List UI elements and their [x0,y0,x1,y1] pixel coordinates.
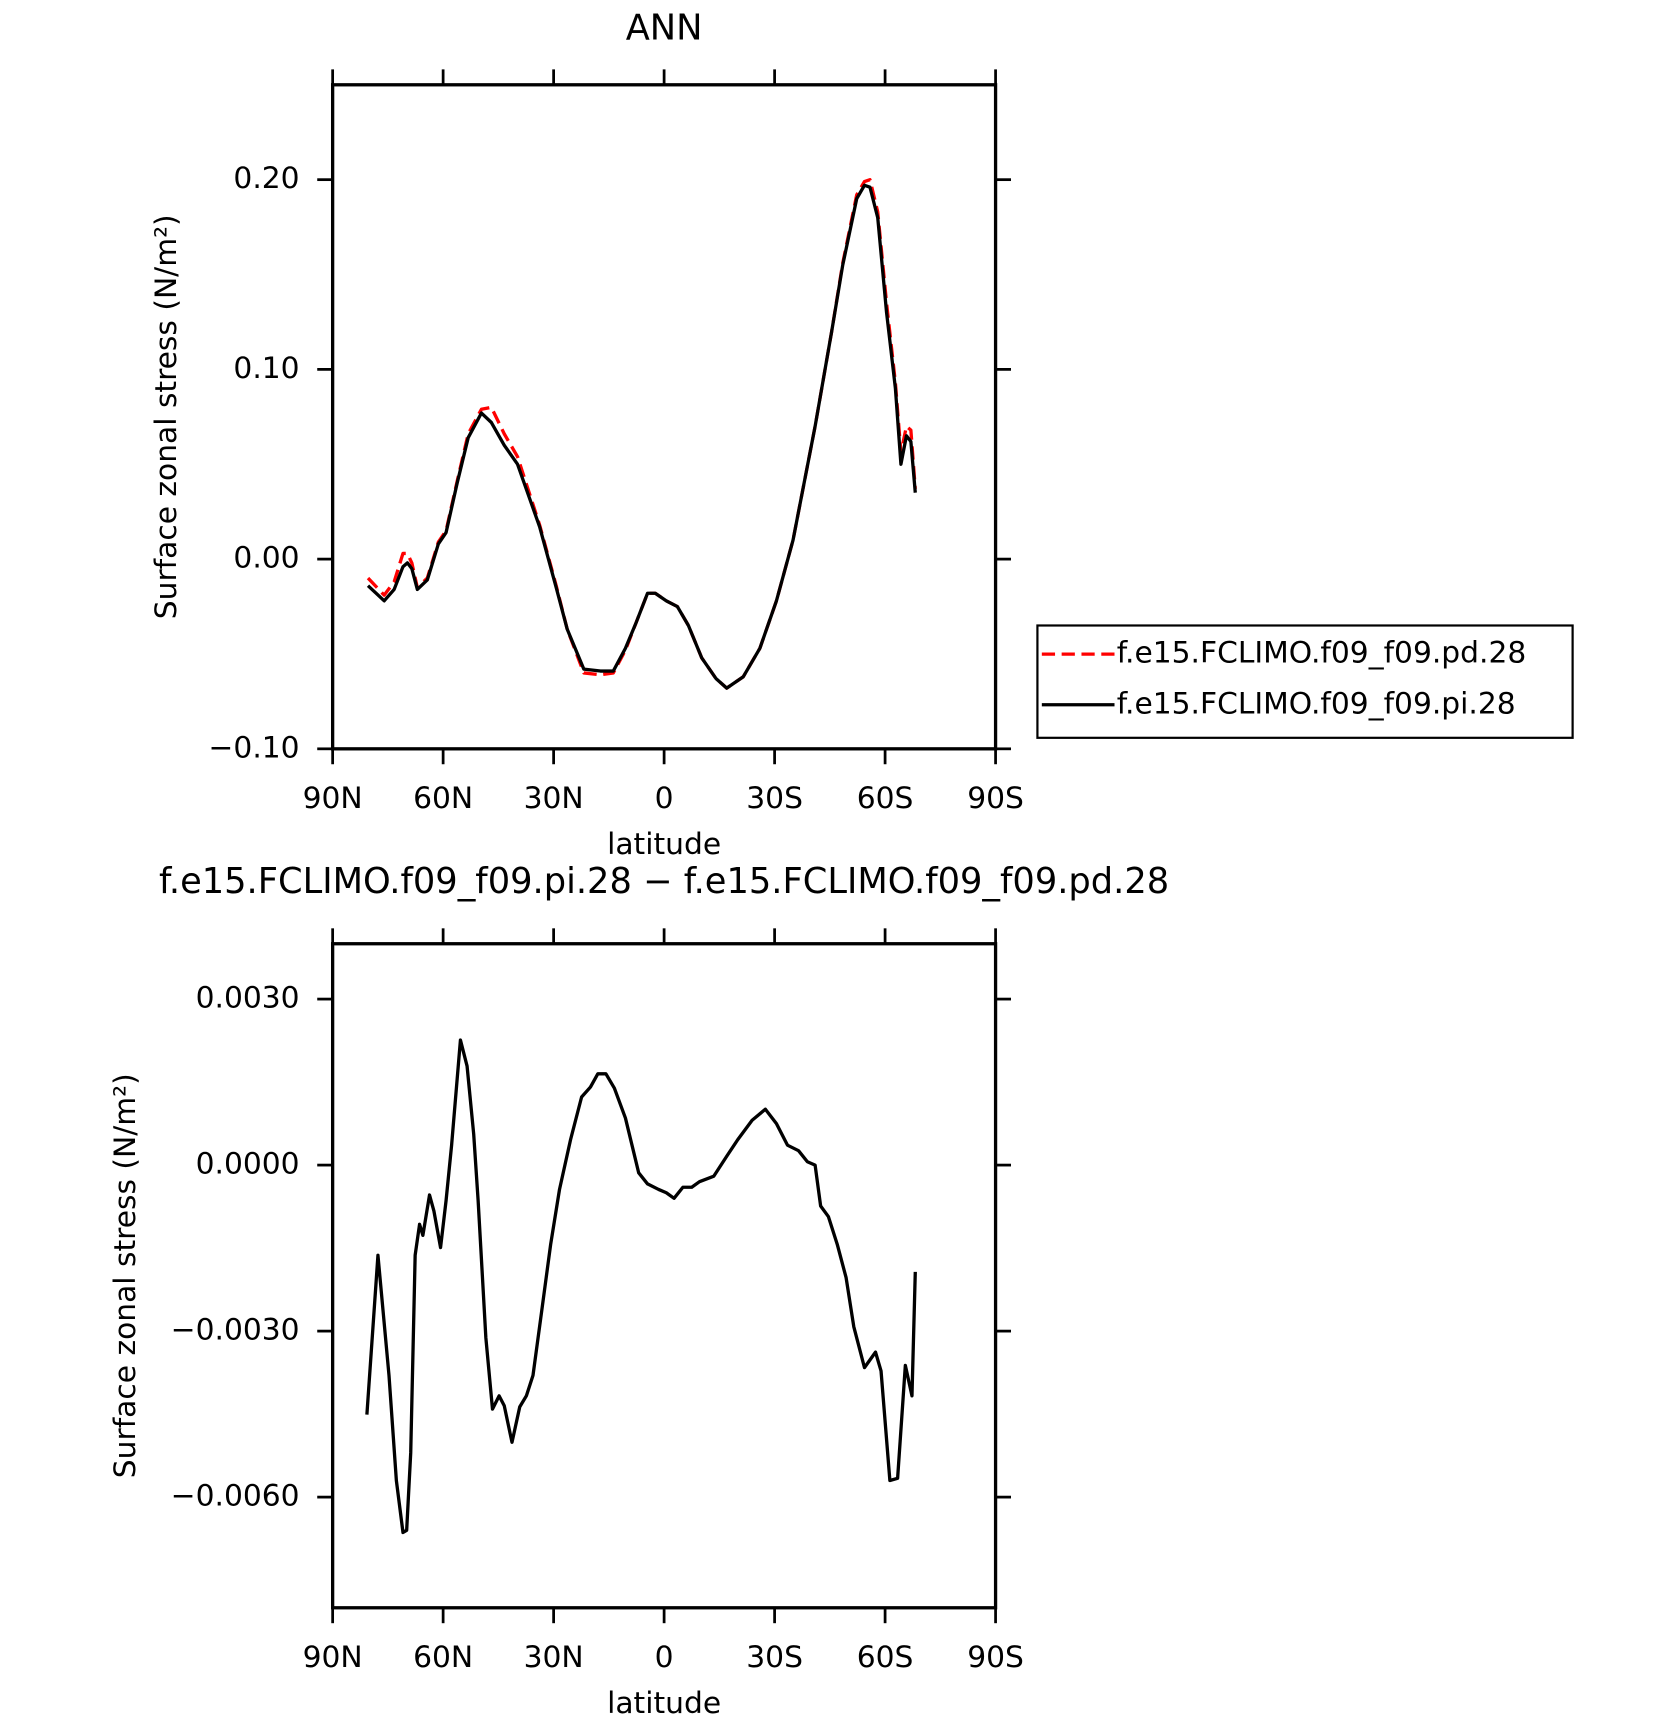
x-tick-label: 30N [524,1640,584,1675]
x-tick-label: 90N [303,781,363,816]
y-axis-label: Surface zonal stress (N/m²) [108,1073,143,1478]
x-tick-label: 60N [413,781,473,816]
legend-label: f.e15.FCLIMO.f09_f09.pd.28 [1117,636,1527,671]
x-tick-label: 90S [967,1640,1024,1675]
y-tick-label: −0.0030 [171,1313,300,1348]
y-tick-label: −0.10 [209,730,300,765]
x-axis-label: latitude [607,827,721,862]
x-tick-label: 60N [413,1640,473,1675]
x-tick-label: 60S [857,1640,914,1675]
y-tick-label: 0.00 [233,541,299,576]
y-tick-label: 0.0000 [196,1147,300,1182]
data-line [366,183,917,690]
y-axis-label: Surface zonal stress (N/m²) [149,214,184,619]
x-tick-label: 30N [524,781,584,816]
data-line [365,1038,917,1535]
x-tick-label: 90S [967,781,1024,816]
legend-label: f.e15.FCLIMO.f09_f09.pi.28 [1117,686,1516,721]
y-tick-label: 0.0030 [196,981,300,1016]
x-tick-label: 60S [857,781,914,816]
legend-box [1036,624,1574,739]
x-axis-label: latitude [607,1686,721,1719]
x-tick-label: 30S [746,781,803,816]
chart-title: ANN [626,8,703,49]
x-tick-label: 30S [746,1640,803,1675]
x-tick-label: 0 [655,781,674,816]
y-tick-label: 0.20 [233,161,299,196]
plot-frame [330,942,998,1610]
x-tick-label: 90N [303,1640,363,1675]
y-tick-label: −0.0060 [171,1479,300,1514]
chart-title: f.e15.FCLIMO.f09_f09.pi.28 − f.e15.FCLIM… [159,861,1169,902]
x-tick-label: 0 [655,1640,674,1675]
y-tick-label: 0.10 [233,351,299,386]
